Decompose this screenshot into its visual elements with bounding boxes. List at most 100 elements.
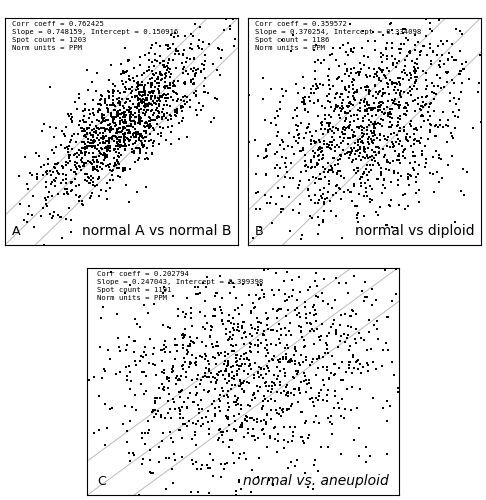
Point (162, 40, 170, 48)
Point (98, 134, 105, 142)
Point (343, 102, 351, 110)
Point (415, 100, 422, 108)
Point (412, 107, 419, 115)
Point (387, 110, 395, 118)
Point (228, 368, 236, 376)
Point (181, 78, 189, 86)
Point (65, 142, 73, 150)
Point (328, 128, 336, 136)
Point (357, 182, 365, 190)
Point (137, 322, 144, 330)
Point (325, 76, 332, 84)
Point (73, 434, 81, 442)
Point (362, 83, 369, 91)
Point (129, 116, 137, 124)
Point (271, 382, 278, 390)
Point (261, 379, 269, 387)
Point (380, 32, 387, 40)
Point (100, 114, 108, 122)
Point (410, 140, 418, 148)
Point (167, 434, 175, 442)
Point (276, 320, 283, 328)
Point (324, 414, 331, 422)
Point (189, 80, 196, 88)
Point (194, 66, 202, 74)
Point (427, 57, 435, 65)
Point (96, 96, 104, 104)
Point (98, 374, 105, 382)
Point (109, 115, 117, 123)
Point (286, 174, 294, 182)
Point (116, 347, 123, 355)
Point (181, 358, 189, 366)
Point (401, 25, 409, 33)
Point (106, 100, 114, 108)
Point (138, 92, 146, 100)
Point (312, 306, 319, 314)
Point (208, 60, 216, 68)
Point (145, 122, 153, 130)
Point (266, 140, 274, 148)
Point (275, 306, 283, 314)
Point (348, 158, 356, 166)
Point (117, 141, 124, 149)
Point (406, 133, 414, 141)
Point (90, 112, 98, 120)
Point (77, 148, 85, 156)
Point (122, 119, 130, 127)
Point (151, 94, 159, 102)
Point (59, 164, 67, 172)
Point (273, 388, 281, 396)
Point (166, 102, 174, 110)
Point (106, 355, 114, 363)
Point (107, 123, 115, 131)
Point (164, 116, 172, 124)
Point (372, 208, 380, 216)
Point (273, 362, 281, 370)
Point (234, 320, 242, 328)
Point (126, 97, 134, 105)
Point (301, 156, 309, 164)
Point (260, 266, 268, 274)
Point (97, 124, 105, 132)
Point (104, 87, 112, 95)
Point (12, 420, 20, 428)
Point (411, 152, 419, 160)
Point (50, 404, 57, 412)
Point (75, 194, 83, 202)
Point (347, 134, 354, 142)
Point (344, 140, 352, 148)
Point (69, 132, 76, 140)
Point (306, 283, 313, 291)
Point (402, 136, 410, 143)
Point (192, 70, 200, 78)
Point (151, 397, 158, 405)
Point (216, 425, 224, 433)
Point (227, 277, 235, 285)
Point (86, 376, 93, 384)
Point (235, 382, 243, 390)
Point (368, 112, 376, 120)
Point (84, 136, 91, 143)
Point (478, 72, 486, 80)
Point (135, 101, 143, 109)
Point (292, 367, 300, 375)
Point (331, 162, 339, 170)
Point (366, 198, 374, 206)
Point (107, 126, 115, 134)
Point (323, 366, 330, 374)
Point (159, 62, 167, 70)
Point (255, 368, 262, 376)
Point (216, 303, 224, 311)
Point (360, 132, 367, 140)
Point (421, 142, 429, 150)
Point (341, 84, 348, 92)
Point (326, 126, 333, 134)
Point (268, 386, 276, 394)
Point (246, 361, 254, 369)
Point (305, 120, 313, 128)
Point (105, 138, 113, 145)
Point (183, 404, 191, 412)
Point (108, 133, 116, 141)
Point (255, 373, 263, 381)
